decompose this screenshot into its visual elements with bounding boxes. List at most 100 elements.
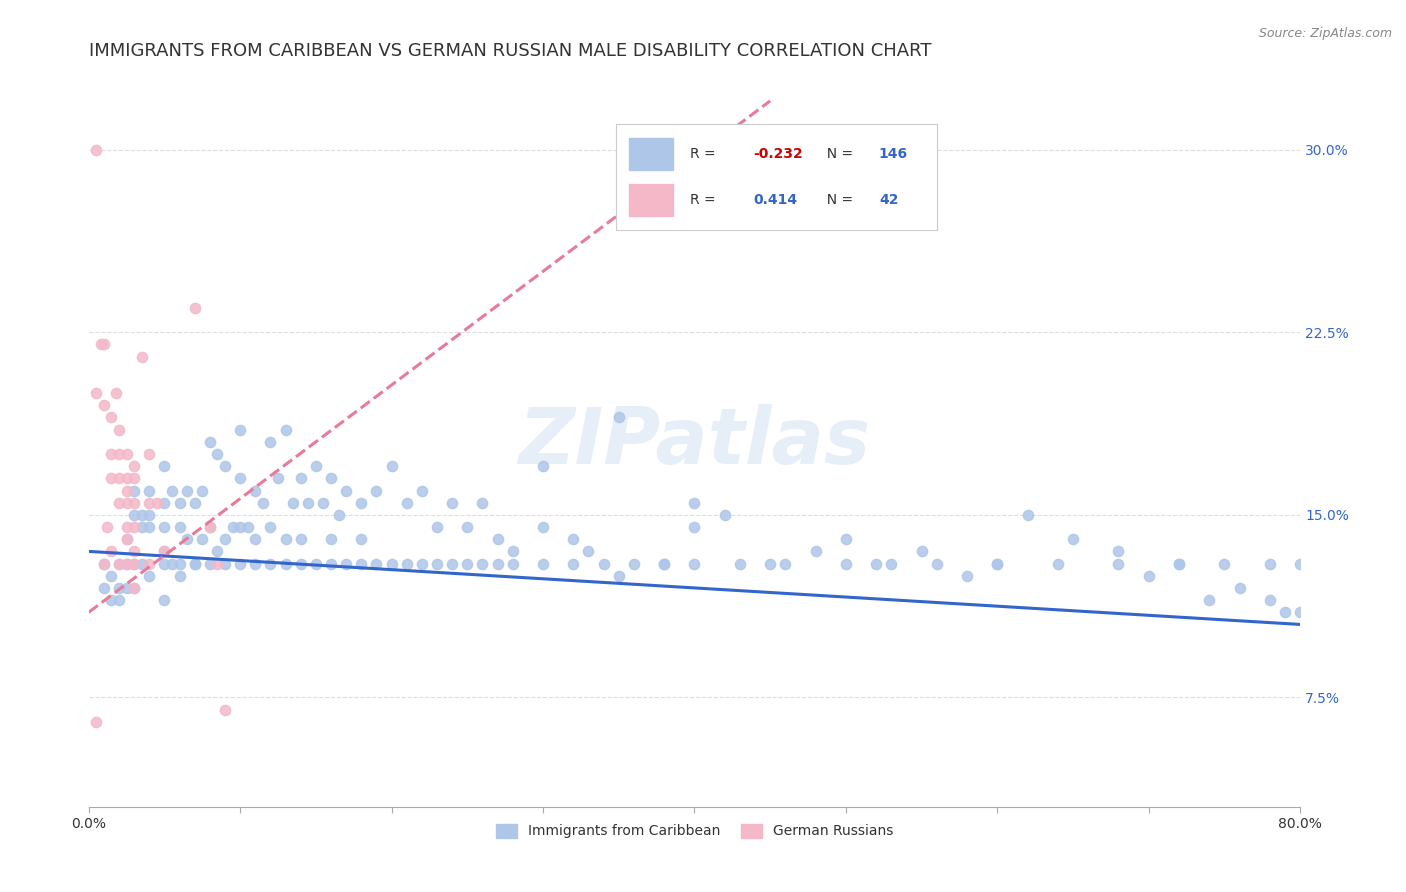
Point (381, 459, 404, 474)
Point (350, 496, 373, 510)
Point (100, 410, 122, 425)
Point (153, 520, 176, 534)
Point (160, 557, 183, 571)
Point (683, 496, 706, 510)
Point (229, 423, 252, 437)
Point (411, 557, 433, 571)
Point (207, 447, 229, 461)
Point (122, 544, 145, 558)
Point (1229, 581, 1251, 595)
Point (108, 423, 131, 437)
Point (986, 557, 1008, 571)
Point (305, 557, 328, 571)
Point (531, 520, 554, 534)
Point (1168, 557, 1191, 571)
Point (252, 496, 274, 510)
Point (115, 533, 138, 547)
Point (153, 496, 176, 510)
Point (108, 557, 131, 571)
Point (138, 483, 160, 498)
Point (350, 557, 373, 571)
Point (122, 471, 145, 485)
Point (115, 471, 138, 485)
Point (108, 557, 131, 571)
Point (160, 483, 183, 498)
Point (138, 508, 160, 522)
Point (198, 520, 221, 534)
Point (1289, 557, 1312, 571)
Point (274, 557, 297, 571)
Point (122, 483, 145, 498)
Point (93, 557, 115, 571)
Point (214, 557, 236, 571)
Point (115, 533, 138, 547)
Point (366, 557, 388, 571)
Point (100, 568, 122, 582)
Point (835, 557, 858, 571)
Point (290, 471, 312, 485)
Point (122, 520, 145, 534)
Point (274, 533, 297, 547)
Point (214, 703, 236, 717)
Point (562, 533, 585, 547)
Point (84, 714, 107, 729)
Point (138, 520, 160, 534)
Point (84, 386, 107, 401)
Point (93, 337, 115, 351)
Text: ZIPatlas: ZIPatlas (519, 404, 870, 480)
Point (90, 337, 112, 351)
Point (96, 520, 118, 534)
Point (115, 447, 138, 461)
Point (592, 557, 614, 571)
Legend: Immigrants from Caribbean, German Russians: Immigrants from Caribbean, German Russia… (491, 818, 898, 844)
Point (607, 568, 630, 582)
Point (169, 568, 191, 582)
Point (131, 508, 153, 522)
Point (986, 557, 1008, 571)
Point (441, 557, 464, 571)
Point (131, 557, 153, 571)
Point (1046, 557, 1069, 571)
Point (607, 410, 630, 425)
Point (122, 557, 145, 571)
Point (456, 520, 478, 534)
Point (683, 557, 706, 571)
Point (236, 520, 259, 534)
Point (138, 568, 160, 582)
Point (759, 557, 782, 571)
Point (366, 483, 388, 498)
Point (426, 520, 449, 534)
Point (184, 301, 207, 315)
Point (502, 557, 524, 571)
Point (115, 520, 138, 534)
Point (146, 496, 169, 510)
Point (1017, 508, 1039, 522)
Point (100, 447, 122, 461)
Point (456, 557, 478, 571)
Point (207, 544, 229, 558)
Point (578, 544, 600, 558)
Point (122, 557, 145, 571)
Point (93, 398, 115, 412)
Point (214, 459, 236, 474)
Point (1213, 557, 1236, 571)
Point (153, 557, 176, 571)
Point (191, 483, 214, 498)
Point (138, 557, 160, 571)
Point (319, 471, 342, 485)
Point (835, 533, 858, 547)
Point (245, 533, 267, 547)
Point (198, 557, 221, 571)
Point (312, 496, 335, 510)
Point (169, 496, 191, 510)
Point (115, 496, 138, 510)
Point (486, 557, 509, 571)
Point (221, 520, 243, 534)
Point (1107, 557, 1129, 571)
Point (319, 557, 342, 571)
Point (115, 557, 138, 571)
Point (259, 520, 281, 534)
Point (100, 544, 122, 558)
Point (176, 483, 198, 498)
Point (153, 544, 176, 558)
